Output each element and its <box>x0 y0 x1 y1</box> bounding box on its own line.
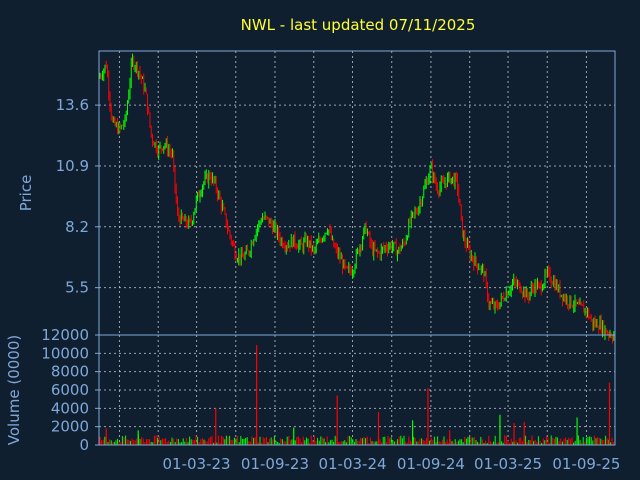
volume-y-tick-label: 10000 <box>41 344 89 362</box>
price-y-tick-label: 8.2 <box>65 218 89 236</box>
volume-panel-frame <box>98 334 616 446</box>
price-series <box>99 53 615 344</box>
volume-y-tick-label: 12000 <box>41 326 89 344</box>
x-tick-label: 01-09-24 <box>397 455 465 473</box>
x-tick-labels: 01-03-23 01-09-23 01-03-24 01-09-24 01-03-25… <box>163 455 621 473</box>
price-y-tick-label: 5.5 <box>65 279 89 297</box>
price-gridlines <box>95 51 615 335</box>
volume-axis-label: Volume (0000) <box>5 335 23 445</box>
price-axis-label: Price <box>17 175 35 212</box>
price-y-tick-label: 13.6 <box>56 96 89 114</box>
price-y-tick-label: 10.9 <box>56 157 89 175</box>
volume-series <box>99 345 615 445</box>
volume-y-tick-label: 4000 <box>51 399 89 417</box>
x-tick-label: 01-03-25 <box>474 455 542 473</box>
price-panel: 13.6 10.9 8.2 5.5 Price <box>17 50 616 344</box>
volume-y-tick-label: 8000 <box>51 363 89 381</box>
volume-y-tick-label: 0 <box>79 436 89 454</box>
volume-y-tick-label: 2000 <box>51 418 89 436</box>
volume-y-tick-label: 6000 <box>51 381 89 399</box>
price-y-tick-labels: 13.6 10.9 8.2 5.5 <box>56 96 89 297</box>
x-tick-label: 01-03-24 <box>318 455 386 473</box>
x-tick-label: 01-09-25 <box>552 455 620 473</box>
chart-title: NWL - last updated 07/11/2025 <box>241 16 476 34</box>
volume-gridlines <box>95 334 615 446</box>
x-tick-label: 01-03-23 <box>163 455 231 473</box>
x-tick-label: 01-09-23 <box>241 455 309 473</box>
